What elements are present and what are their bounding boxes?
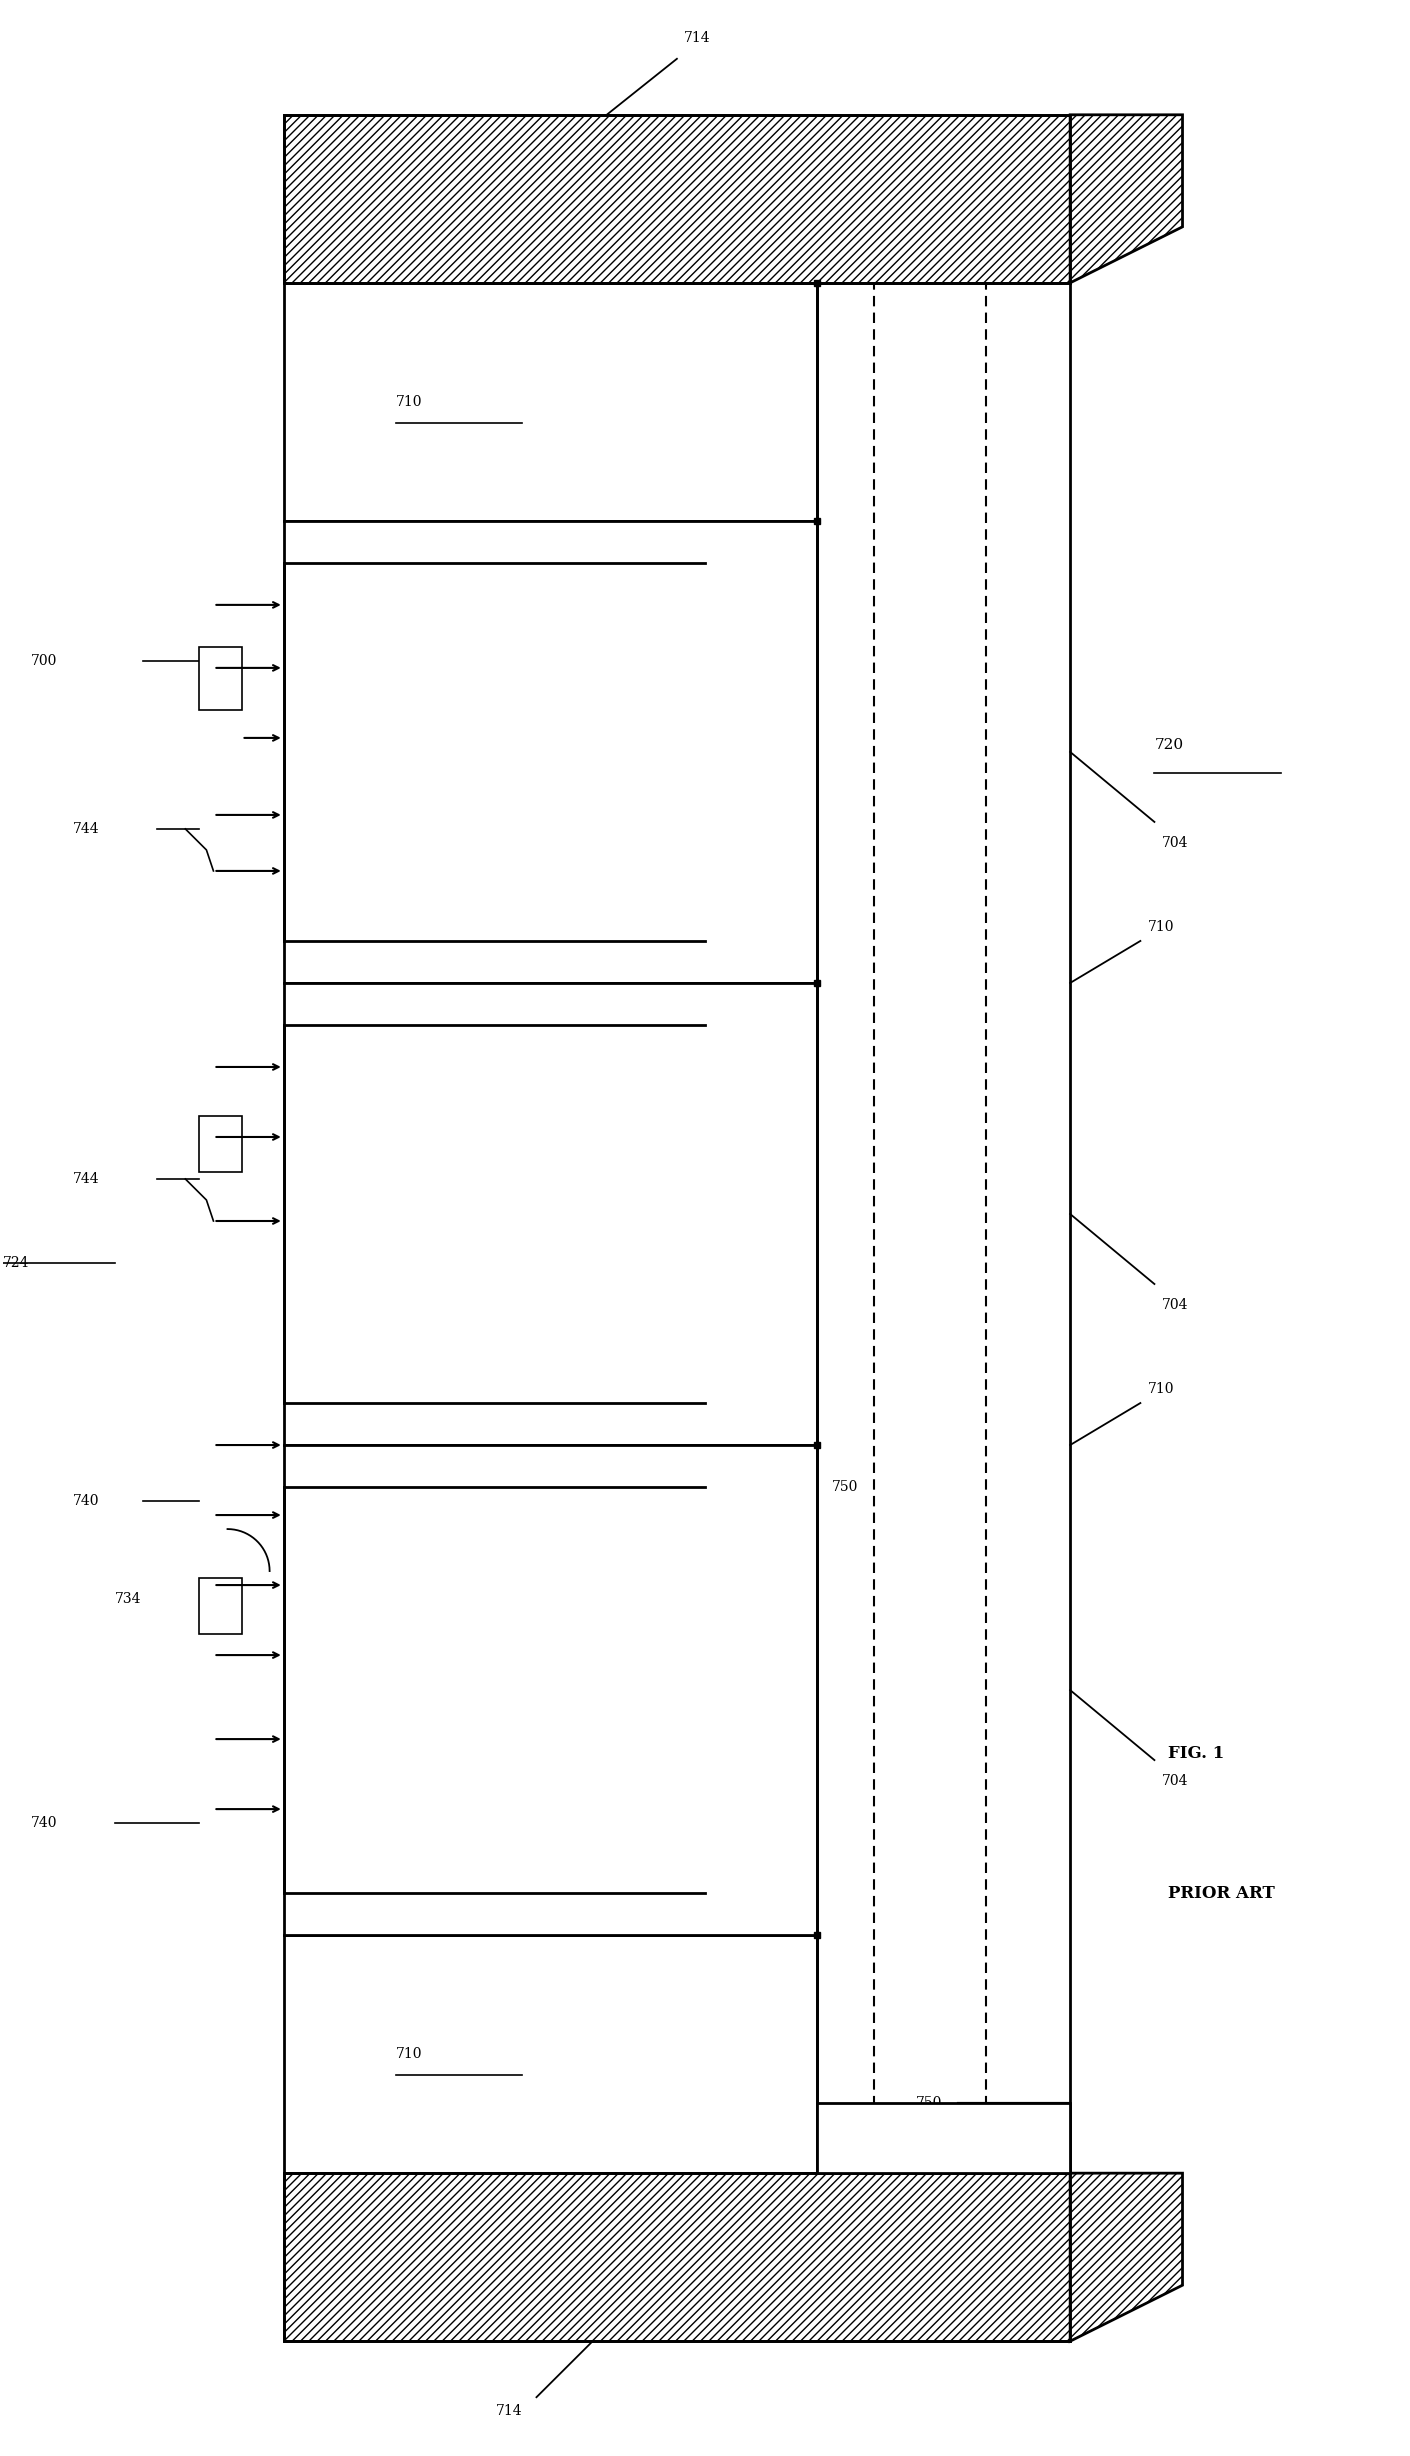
Bar [818, 2102, 1070, 2174]
Polygon shape [1070, 115, 1183, 282]
Bar [283, 2174, 1070, 2341]
Text: 710: 710 [1148, 1383, 1175, 1395]
Text: 744: 744 [73, 823, 100, 835]
Bar [283, 115, 1070, 282]
Text: 740: 740 [73, 1493, 100, 1508]
Text: 750: 750 [915, 2095, 942, 2110]
Text: 734: 734 [116, 1591, 141, 1606]
Text: 710: 710 [396, 395, 423, 408]
Bar [283, 1935, 818, 2174]
Text: FIG. 1: FIG. 1 [1169, 1744, 1225, 1761]
Text: 704: 704 [1162, 835, 1189, 850]
Text: 740: 740 [31, 1815, 58, 1830]
Text: 704: 704 [1162, 1299, 1189, 1312]
Text: 720: 720 [1155, 737, 1183, 752]
Bar [283, 521, 818, 982]
Bar [199, 646, 241, 710]
Bar [283, 282, 818, 521]
Bar [957, 2102, 1070, 2174]
Bar [199, 1115, 241, 1172]
Bar [199, 1579, 241, 1633]
Text: 724: 724 [3, 1255, 30, 1270]
Text: 704: 704 [1162, 1773, 1189, 1788]
Text: 710: 710 [1148, 921, 1175, 933]
Text: 714: 714 [684, 32, 711, 44]
Bar [283, 1444, 818, 1935]
Bar [283, 2174, 1070, 2341]
Bar [283, 115, 1070, 282]
Bar [283, 982, 818, 1444]
Bar [957, 2102, 1070, 2174]
Text: 744: 744 [73, 1172, 100, 1186]
Text: 710: 710 [396, 2048, 423, 2061]
Text: 700: 700 [31, 653, 58, 668]
Text: PRIOR ART: PRIOR ART [1169, 1884, 1275, 1901]
Polygon shape [1070, 2174, 1183, 2341]
Text: 714: 714 [496, 2404, 523, 2419]
Text: 750: 750 [832, 1481, 857, 1493]
